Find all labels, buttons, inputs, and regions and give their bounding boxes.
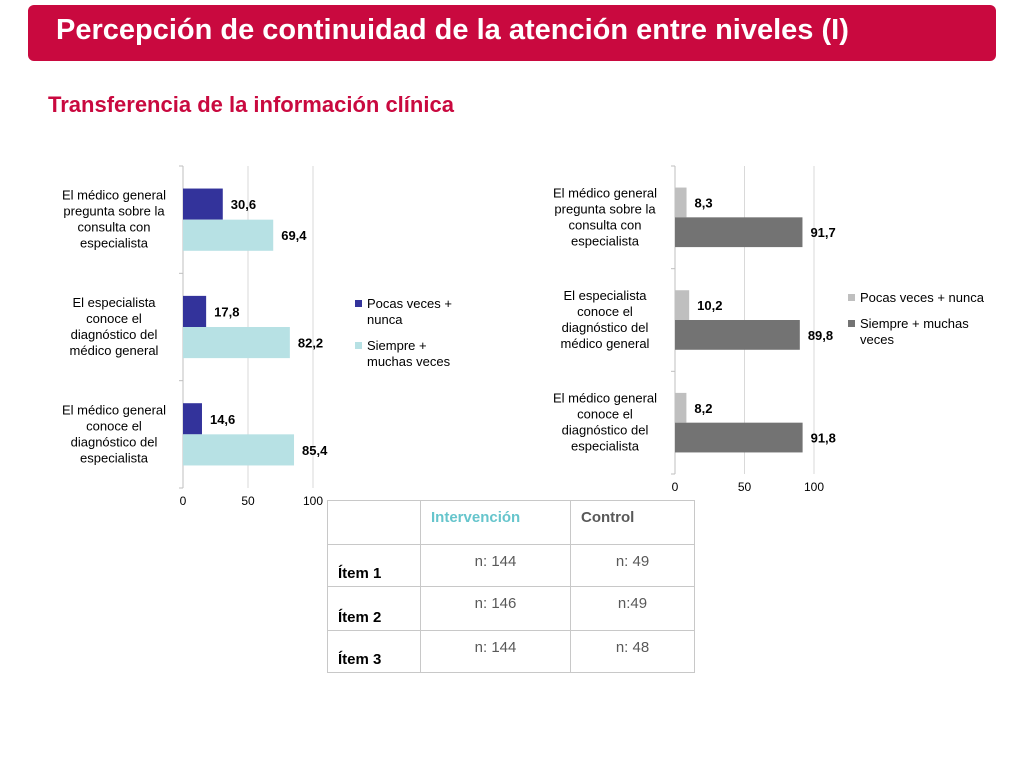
data-label: 8,2 [694, 401, 712, 416]
table-cell-intervencion: n: 144 [420, 544, 571, 587]
bar [675, 392, 687, 423]
category-label: El médico general [62, 188, 166, 203]
bar [675, 217, 803, 248]
table-cell-intervencion: n: 144 [420, 630, 571, 673]
category-label: diagnóstico del [562, 423, 649, 438]
x-tick-label: 0 [180, 494, 187, 508]
category-label: El médico general [553, 391, 657, 406]
legend-label: Pocas veces + [367, 296, 452, 311]
category-label: consulta con [569, 217, 642, 232]
bar [183, 188, 223, 220]
data-label: 14,6 [210, 412, 235, 427]
bar [183, 403, 202, 435]
category-label: especialista [80, 236, 149, 251]
bar [183, 219, 274, 251]
legend-label: muchas veces [367, 354, 451, 369]
x-tick-label: 100 [804, 480, 824, 494]
data-label: 10,2 [697, 298, 722, 313]
category-label: médico general [561, 336, 650, 351]
data-label: 30,6 [231, 197, 256, 212]
x-tick-label: 50 [738, 480, 752, 494]
data-label: 91,8 [811, 431, 836, 446]
category-label: diagnóstico del [562, 320, 649, 335]
table-header-row: Intervención Control [327, 500, 695, 545]
bar [675, 290, 690, 320]
category-label: pregunta sobre la [63, 204, 165, 219]
category-label: consulta con [78, 220, 151, 235]
bar [183, 295, 207, 327]
x-tick-label: 50 [241, 494, 255, 508]
data-label: 17,8 [214, 304, 239, 319]
title-bar: Percepción de continuidad de la atención… [28, 5, 996, 61]
table-row: Ítem 3 n: 144 n: 48 [327, 630, 695, 673]
table-row: Ítem 1 n: 144 n: 49 [327, 544, 695, 587]
category-label: diagnóstico del [71, 434, 158, 449]
category-label: especialista [80, 450, 149, 465]
table-header-intervencion: Intervención [420, 500, 571, 545]
category-label: conoce el [86, 418, 142, 433]
table-cell-control: n: 48 [570, 630, 695, 673]
bar [183, 434, 295, 466]
table-cell-control: n:49 [570, 586, 695, 631]
category-label: conoce el [577, 407, 633, 422]
table-cell-item: Ítem 1 [327, 544, 421, 587]
legend-label: Siempre + [367, 338, 427, 353]
category-label: especialista [571, 439, 640, 454]
category-label: pregunta sobre la [554, 201, 656, 216]
category-label: conoce el [577, 304, 633, 319]
data-label: 91,7 [810, 225, 835, 240]
legend-label: Siempre + muchas [860, 316, 969, 331]
legend-label: Pocas veces + nunca [860, 290, 985, 305]
table-cell-item: Ítem 3 [327, 630, 421, 673]
category-label: El médico general [62, 402, 166, 417]
data-label: 85,4 [302, 443, 328, 458]
category-label: El médico general [553, 185, 657, 200]
x-tick-label: 0 [672, 480, 679, 494]
x-tick-label: 100 [303, 494, 323, 508]
legend-swatch [355, 342, 362, 349]
table-cell-intervencion: n: 146 [420, 586, 571, 631]
category-label: médico general [70, 343, 159, 358]
slide-title: Percepción de continuidad de la atención… [56, 14, 849, 46]
data-label: 69,4 [281, 228, 307, 243]
legend-swatch [355, 300, 362, 307]
category-label: El especialista [563, 288, 647, 303]
legend-label: nunca [367, 312, 403, 327]
legend-swatch [848, 320, 855, 327]
data-label: 82,2 [298, 336, 323, 351]
table-header-control: Control [570, 500, 695, 545]
data-label: 89,8 [808, 328, 833, 343]
category-label: conoce el [86, 311, 142, 326]
table-row: Ítem 2 n: 146 n:49 [327, 586, 695, 631]
bar [675, 320, 800, 350]
table-header-empty [327, 500, 421, 545]
bar [675, 422, 803, 453]
table-cell-item: Ítem 2 [327, 586, 421, 631]
bar [183, 327, 290, 359]
bar [675, 187, 687, 218]
category-label: especialista [571, 233, 640, 248]
legend-swatch [848, 294, 855, 301]
category-label: El especialista [72, 295, 156, 310]
sample-size-table: Intervención Control Ítem 1 n: 144 n: 49… [327, 500, 695, 673]
table-cell-control: n: 49 [570, 544, 695, 587]
legend-label: veces [860, 332, 894, 347]
category-label: diagnóstico del [71, 327, 158, 342]
data-label: 8,3 [695, 195, 713, 210]
slide-subtitle: Transferencia de la información clínica [48, 92, 454, 117]
